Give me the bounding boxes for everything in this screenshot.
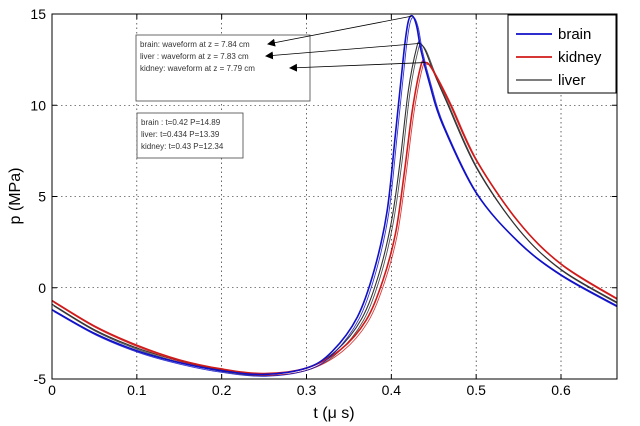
y-tick-label: -5 [34,371,47,387]
y-tick-label: 5 [38,189,46,205]
y-tick-label: 15 [30,6,46,22]
series-layer [52,14,617,377]
x-tick-label: 0.4 [382,382,402,398]
x-tick-label: 0.5 [466,382,486,398]
peak-annotation: brain : t=0.42 P=14.89 liver: t=0.434 P=… [136,112,244,159]
x-tick-label: 0.3 [297,382,317,398]
legend-label-kidney: kidney [558,49,602,66]
waveform-annotation-line-2: liver : waveform at z = 7.83 cm [140,52,249,61]
legend: brain kidney liver [507,14,617,94]
waveform-annotation-box [135,34,311,102]
x-tick-label: 0.2 [212,382,232,398]
waveform-annotation-line-3: kidney: waveform at z = 7.79 cm [140,64,255,73]
y-axis-label: p (MPa) [7,168,24,225]
x-tick-label: 0.6 [551,382,571,398]
annotation-arrow [289,62,426,72]
series-line-liver [52,41,617,375]
annotation-arrows [265,15,426,72]
x-tick-label: 0.1 [127,382,147,398]
peak-annotation-box [136,112,244,159]
waveform-annotation: brain: waveform at z = 7.84 cm liver : w… [135,15,426,102]
legend-label-liver: liver [558,72,586,89]
y-tick-label: 0 [38,280,46,296]
x-tick-label: 0 [48,382,56,398]
annotation-arrow [267,15,413,47]
waveform-annotation-line-1: brain: waveform at z = 7.84 cm [140,40,250,49]
y-tick-label: 10 [30,97,46,113]
legend-label-brain: brain [558,26,591,43]
peak-annotation-line-1: brain : t=0.42 P=14.89 [141,118,221,127]
peak-annotation-line-3: kidney: t=0.43 P=12.34 [141,142,224,151]
series-line-brain [52,14,617,376]
series-line-kidney [52,60,617,375]
x-axis-label: t (μ s) [313,405,354,422]
annotation-arrow [265,42,421,60]
peak-annotation-line-2: liver: t=0.434 P=13.39 [141,130,220,139]
series-line-brain-trace [53,17,617,377]
